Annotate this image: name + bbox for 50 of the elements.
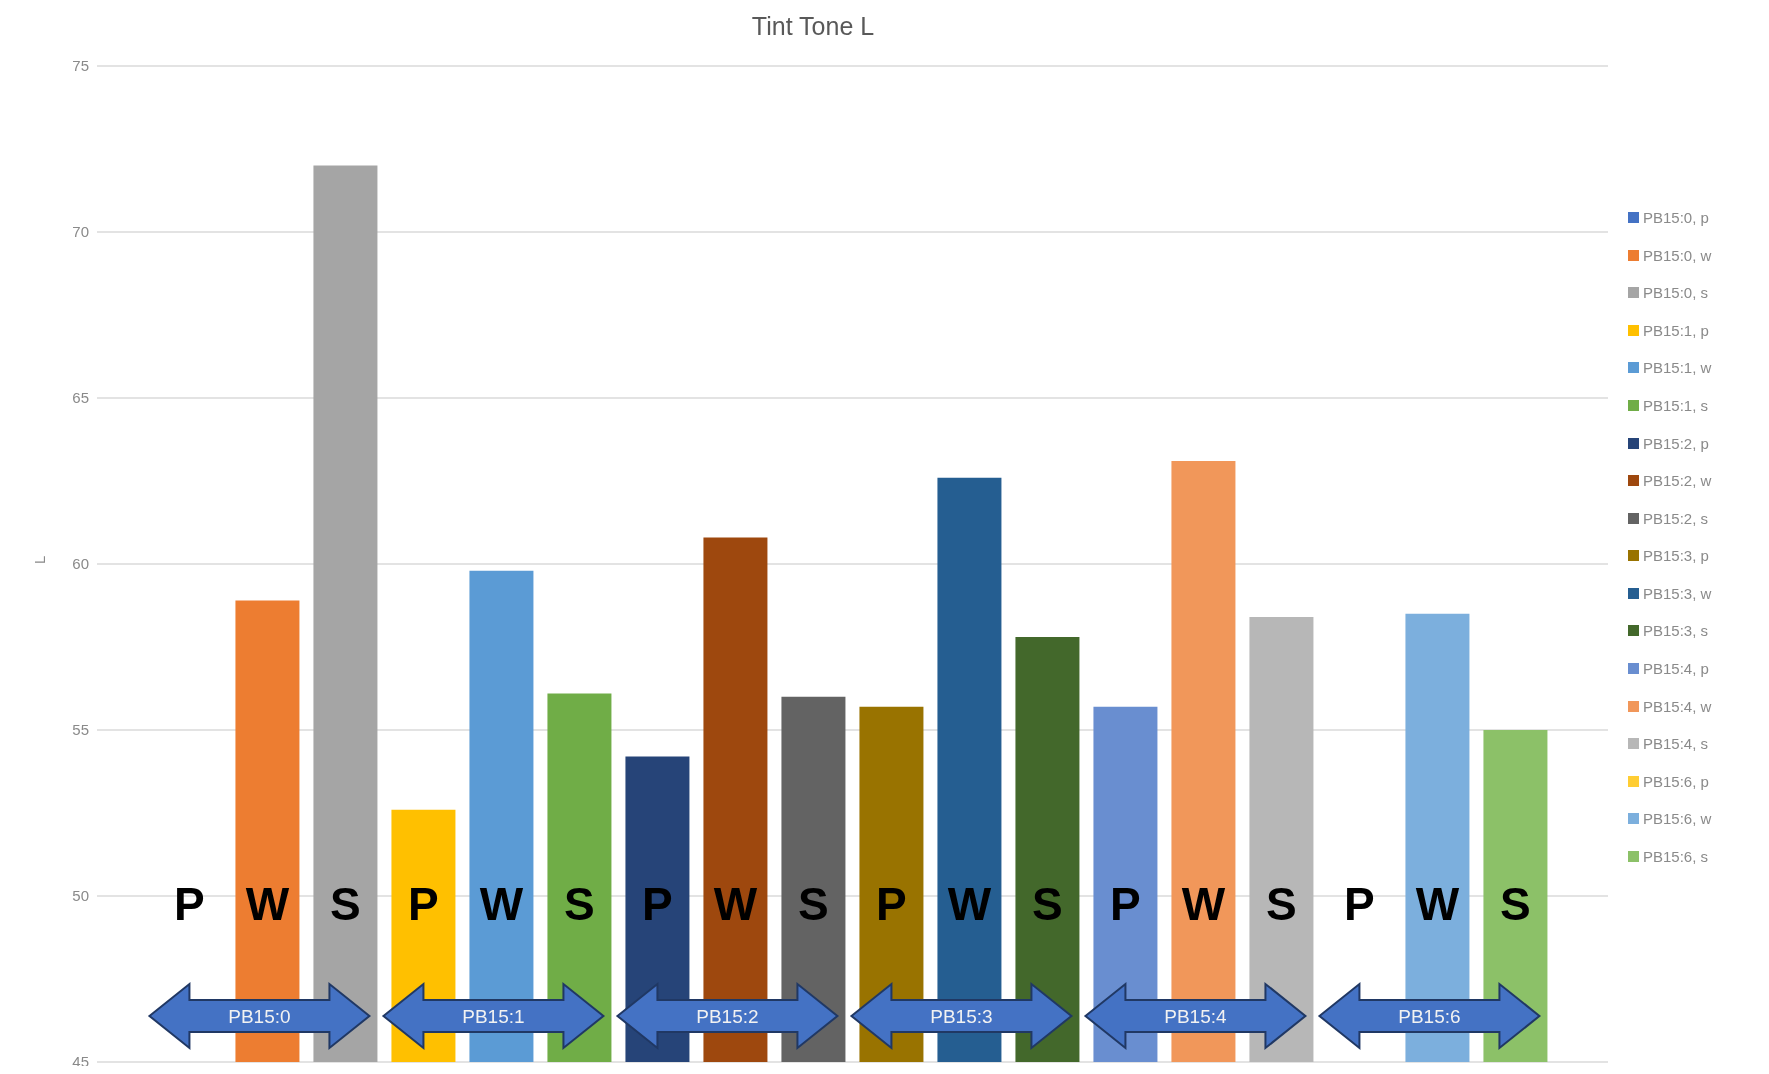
y-axis-title: L: [31, 555, 49, 564]
legend-label: PB15:0, p: [1642, 207, 1710, 228]
annotation: S: [1032, 877, 1063, 930]
legend-label: PB15:6, s: [1642, 847, 1710, 868]
legend-label: PB15:3, w: [1642, 583, 1713, 604]
annotation: PB15:2: [696, 1006, 759, 1027]
legend-label: PB15:0, w: [1642, 245, 1713, 266]
legend-label: PB15:4, s: [1642, 734, 1710, 755]
annotation: PB15:0: [228, 1006, 291, 1027]
annotation: S: [564, 877, 595, 930]
annotation: P: [642, 877, 673, 930]
legend-label: PB15:2, w: [1642, 471, 1713, 492]
legend-label: PB15:4, p: [1642, 659, 1710, 680]
annotation: P: [1110, 877, 1141, 930]
y-tick-label: 50: [72, 887, 89, 905]
annotation: W: [713, 877, 758, 930]
annotation: W: [479, 877, 524, 930]
annotation: P: [174, 877, 205, 930]
annotation: PB15:6: [1398, 1006, 1461, 1027]
annotation: S: [1500, 877, 1531, 930]
chart-title: Tint Tone L: [750, 11, 876, 41]
legend-label: PB15:2, s: [1642, 508, 1710, 529]
legend-label: PB15:4, w: [1642, 696, 1713, 717]
legend-label: PB15:6, w: [1642, 809, 1713, 830]
y-tick-label: 65: [72, 389, 89, 407]
annotation: W: [1181, 877, 1226, 930]
annotation: S: [330, 877, 361, 930]
annotation: W: [245, 877, 290, 930]
annotation: S: [1266, 877, 1297, 930]
annotation: PB15:1: [462, 1006, 525, 1027]
legend-label: PB15:1, w: [1642, 358, 1713, 379]
annotation: PB15:3: [930, 1006, 993, 1027]
y-tick-label: 55: [72, 721, 89, 739]
y-tick-label: 75: [72, 57, 89, 75]
legend-label: PB15:1, p: [1642, 320, 1710, 341]
legend-label: PB15:3, s: [1642, 621, 1710, 642]
y-tick-label: 70: [72, 223, 89, 241]
annotation: S: [798, 877, 829, 930]
legend-label: PB15:6, p: [1642, 771, 1710, 792]
legend-label: PB15:2, p: [1642, 433, 1710, 454]
annotation: W: [947, 877, 992, 930]
legend-label: PB15:3, p: [1642, 546, 1710, 567]
legend-label: PB15:0, s: [1642, 283, 1710, 304]
legend-label: PB15:1, s: [1642, 395, 1710, 416]
annotation: PB15:4: [1164, 1006, 1228, 1027]
annotation: P: [1344, 877, 1375, 930]
annotation: P: [876, 877, 907, 930]
annotation: W: [1415, 877, 1460, 930]
y-tick-label: 60: [72, 555, 89, 573]
annotation: P: [408, 877, 439, 930]
